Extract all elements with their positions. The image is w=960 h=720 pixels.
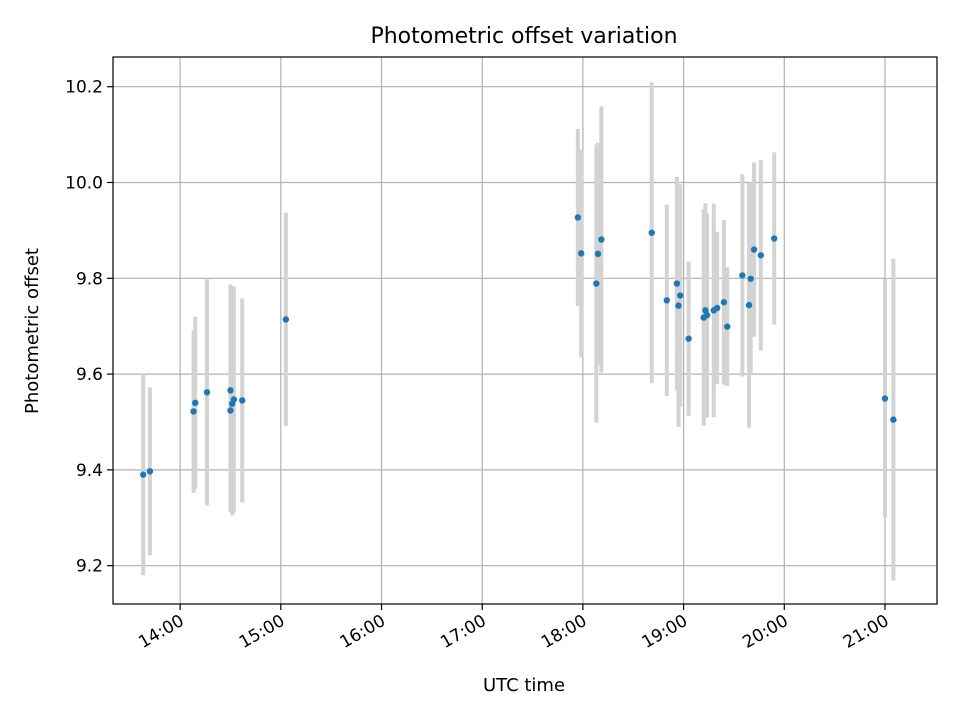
error-bars — [141, 82, 896, 581]
y-axis-ticks: 9.2 9.4 9.6 9.8 10.0 10.2 — [65, 78, 113, 577]
x-tick-label: 21:00 — [840, 611, 892, 653]
data-point — [663, 297, 671, 304]
data-point — [675, 302, 682, 309]
x-tick-label: 15:00 — [236, 611, 288, 653]
x-axis-ticks: 14:00 15:00 16:00 17:00 18:00 19:00 20:00 21:00 — [135, 604, 892, 653]
data-point — [192, 399, 199, 407]
data-point — [713, 304, 721, 312]
data-point — [190, 408, 197, 415]
data-point — [593, 280, 600, 287]
x-tick-label: 17:00 — [437, 611, 489, 653]
data-point — [771, 235, 778, 242]
data-point — [227, 407, 234, 414]
data-point — [203, 389, 211, 396]
data-point — [757, 252, 764, 259]
data-point — [739, 272, 746, 279]
x-tick-label: 18:00 — [538, 611, 590, 653]
data-point — [720, 299, 728, 306]
data-point — [724, 323, 731, 330]
data-point — [750, 246, 758, 253]
y-tick-label: 9.8 — [76, 269, 103, 289]
data-point — [745, 301, 753, 309]
data-point — [140, 471, 147, 478]
grid — [113, 57, 937, 604]
data-point — [881, 395, 889, 402]
x-tick-label: 19:00 — [639, 611, 691, 653]
x-tick-label: 14:00 — [135, 611, 187, 653]
data-point — [227, 387, 234, 394]
plot-area-frame — [112, 56, 938, 605]
data-point — [673, 280, 681, 287]
data-point — [239, 397, 246, 404]
data-point — [598, 236, 605, 243]
data-point — [230, 396, 238, 403]
x-tick-label: 16:00 — [337, 611, 389, 653]
data-point — [890, 416, 897, 423]
x-axis-label: UTC time — [483, 675, 565, 696]
y-axis-label: Photometric offset — [22, 248, 43, 414]
chart-title: Photometric offset variation — [370, 24, 677, 49]
data-points — [140, 214, 897, 478]
data-point — [747, 275, 754, 282]
data-point — [282, 316, 290, 323]
y-tick-label: 10.2 — [65, 78, 103, 98]
y-tick-label: 9.4 — [76, 461, 103, 481]
y-tick-label: 9.2 — [76, 557, 103, 577]
data-point — [677, 292, 684, 299]
data-point — [703, 311, 711, 319]
data-point — [574, 214, 582, 221]
y-tick-label: 9.6 — [76, 365, 103, 385]
data-point — [648, 229, 655, 236]
y-tick-label: 10.0 — [65, 173, 103, 193]
x-tick-label: 20:00 — [739, 611, 791, 653]
data-point — [594, 250, 602, 258]
data-point — [685, 335, 692, 342]
data-point — [578, 250, 585, 257]
data-point — [146, 468, 154, 475]
